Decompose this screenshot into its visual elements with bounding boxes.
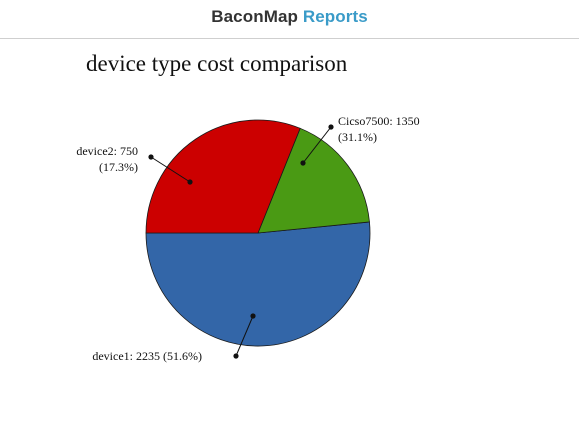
slice-label-cicso7500: (31.1%)	[338, 130, 377, 144]
slice-label-device2: (17.3%)	[99, 160, 138, 174]
leader-dot-device2-end	[148, 154, 154, 160]
pie-slice-device2[interactable]	[257, 127, 370, 234]
leader-dot-cicso7500-end	[328, 124, 334, 130]
app-header: BaconMap Reports	[0, 0, 579, 39]
leader-line-cicso7500	[302, 126, 332, 164]
leader-line-device1	[235, 315, 254, 357]
pie-slice-device1[interactable]	[145, 221, 371, 347]
leader-dot-device1-end	[233, 353, 239, 359]
leader-dot-device1-start	[250, 313, 256, 319]
slice-label-device2: device2: 750	[76, 144, 138, 158]
section-name: Reports	[302, 7, 368, 26]
app-title: BaconMap Reports	[211, 7, 368, 27]
slice-label-cicso7500: Cicso7500: 1350	[338, 114, 420, 128]
leader-dot-cicso7500-start	[300, 160, 306, 166]
brand-name: BaconMap	[211, 7, 298, 26]
slice-label-device1: device1: 2235 (51.6%)	[92, 349, 202, 363]
chart-title: device type cost comparison	[86, 51, 348, 76]
leader-line-device2	[150, 156, 191, 183]
pie-slice-cicso7500[interactable]	[145, 119, 301, 234]
leader-dot-device2-start	[187, 179, 193, 185]
